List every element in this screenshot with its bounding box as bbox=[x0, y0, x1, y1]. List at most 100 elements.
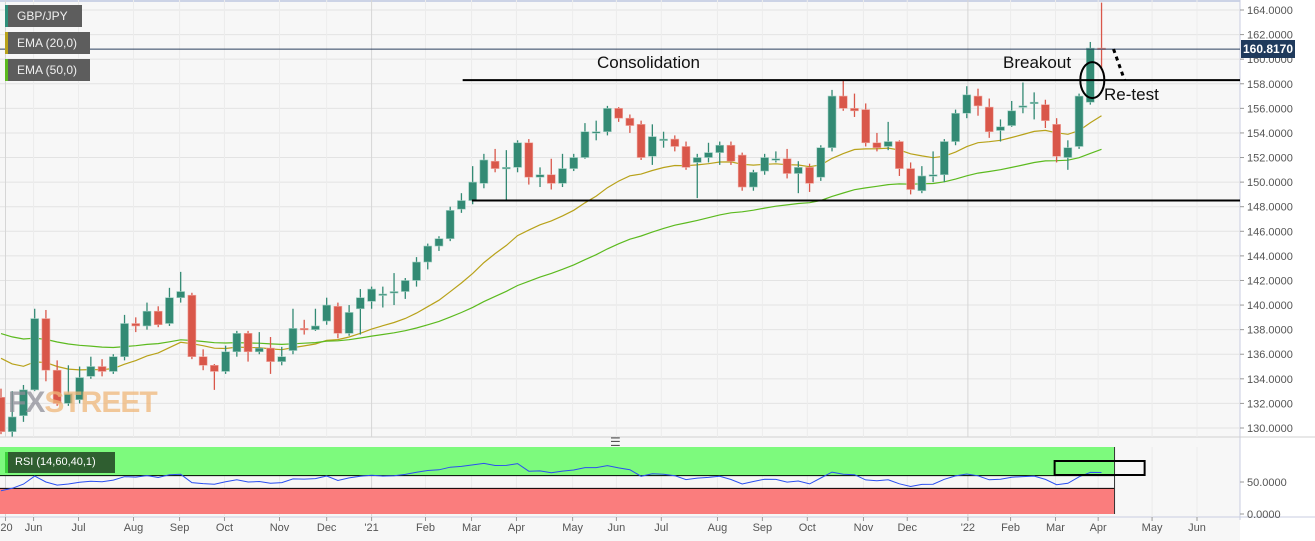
candle bbox=[928, 151, 938, 183]
candle-body bbox=[603, 108, 612, 133]
candle bbox=[883, 121, 893, 151]
ema50-legend[interactable]: EMA (50,0) bbox=[5, 59, 90, 81]
candle bbox=[636, 120, 646, 160]
candle bbox=[962, 86, 972, 119]
candle-body bbox=[895, 141, 904, 169]
candle-body bbox=[558, 168, 567, 184]
candle-body bbox=[52, 369, 62, 404]
candle-body bbox=[928, 174, 938, 177]
candle bbox=[614, 107, 623, 122]
candle-body bbox=[187, 294, 197, 357]
x-tick-label: Jun bbox=[1188, 522, 1206, 534]
candle-body bbox=[299, 328, 309, 331]
y-tick-label: 136.0000 bbox=[1247, 349, 1293, 361]
candle bbox=[120, 314, 129, 361]
candle bbox=[266, 337, 275, 374]
candle-body bbox=[1074, 95, 1084, 147]
x-tick-label: Jun bbox=[25, 522, 43, 534]
symbol-legend[interactable]: GBP/JPY bbox=[5, 5, 82, 27]
breakout-annotation: Breakout bbox=[1003, 53, 1072, 72]
candle-body bbox=[614, 108, 623, 119]
x-tick-label: Sep bbox=[753, 522, 773, 534]
ema20-legend[interactable]: EMA (20,0) bbox=[5, 32, 90, 54]
candle bbox=[131, 317, 141, 333]
retest-annotation: Re-test bbox=[1104, 85, 1159, 104]
candle-body bbox=[569, 157, 579, 169]
candle-body bbox=[86, 366, 96, 377]
candle bbox=[109, 354, 118, 374]
candle-body bbox=[333, 305, 343, 334]
candle-body bbox=[692, 157, 702, 163]
candle bbox=[996, 119, 1005, 142]
candle bbox=[872, 132, 882, 152]
candle bbox=[356, 289, 365, 335]
candle bbox=[1063, 140, 1073, 170]
y-tick-label: 160.0000 bbox=[1247, 54, 1293, 66]
candle-body bbox=[142, 310, 152, 327]
candle bbox=[277, 346, 287, 366]
candle-body bbox=[794, 167, 803, 174]
candle-body bbox=[1041, 104, 1050, 121]
x-tick-label: Aug bbox=[124, 522, 144, 534]
x-tick-label: Apr bbox=[1090, 522, 1107, 534]
candle bbox=[704, 142, 713, 163]
candle bbox=[86, 356, 96, 379]
candle-body bbox=[434, 238, 444, 247]
x-tick-label: '21 bbox=[364, 522, 378, 534]
price-axis-bg bbox=[1240, 0, 1315, 541]
candle bbox=[97, 359, 107, 377]
candle-body bbox=[715, 144, 725, 153]
candle-body bbox=[659, 138, 668, 141]
candle bbox=[479, 153, 489, 189]
candle bbox=[760, 153, 769, 175]
y-tick-label: 140.0000 bbox=[1247, 300, 1293, 312]
y-tick-label: 156.0000 bbox=[1247, 103, 1293, 115]
y-tick-label: 144.0000 bbox=[1247, 251, 1293, 263]
candle bbox=[1086, 41, 1095, 105]
candle bbox=[749, 169, 758, 191]
candle-body bbox=[996, 126, 1005, 131]
y-tick-label: 150.0000 bbox=[1247, 177, 1293, 189]
candle bbox=[7, 391, 17, 437]
x-tick-label: Mar bbox=[1046, 522, 1065, 534]
candle-body bbox=[311, 325, 320, 330]
x-tick-label: Nov bbox=[854, 522, 874, 534]
candle-body bbox=[580, 131, 590, 158]
ema20-color-swatch bbox=[5, 32, 8, 54]
symbol-color-swatch bbox=[5, 5, 8, 27]
candle-body bbox=[457, 200, 466, 210]
rsi-color-swatch bbox=[5, 452, 8, 473]
candle-body bbox=[97, 366, 107, 372]
y-tick-label: 146.0000 bbox=[1247, 226, 1293, 238]
candle-body bbox=[648, 136, 657, 157]
candle-body bbox=[704, 152, 713, 158]
y-tick-label: 142.0000 bbox=[1247, 275, 1293, 287]
candle bbox=[153, 306, 163, 328]
y-tick-label: 152.0000 bbox=[1247, 153, 1293, 165]
candle bbox=[0, 388, 6, 435]
candle bbox=[838, 80, 848, 111]
candle bbox=[445, 206, 455, 242]
candle bbox=[490, 148, 500, 173]
candle-body bbox=[210, 364, 219, 372]
rsi-legend[interactable]: RSI (14,60,40,1) bbox=[5, 452, 115, 473]
x-tick-label: May bbox=[562, 522, 583, 534]
candle bbox=[794, 161, 803, 194]
candle bbox=[917, 166, 927, 194]
candle-body bbox=[827, 95, 837, 148]
candle-body bbox=[962, 94, 972, 114]
rsi-overbought-zone bbox=[0, 447, 1115, 476]
pane-resize-handle-icon[interactable]: ☰ bbox=[610, 435, 621, 449]
candle bbox=[1018, 82, 1028, 114]
last-price-tag: 160.8170 bbox=[1241, 40, 1295, 58]
y-tick-label: 148.0000 bbox=[1247, 202, 1293, 214]
candle bbox=[535, 167, 545, 188]
candle-body bbox=[737, 154, 747, 188]
candle-body bbox=[367, 288, 376, 302]
rsi-tick-label: 50.0000 bbox=[1247, 477, 1287, 489]
candle-body bbox=[165, 297, 174, 324]
candle-body bbox=[782, 158, 792, 174]
x-tick-label: Feb bbox=[1001, 522, 1020, 534]
candle-body bbox=[120, 323, 129, 357]
